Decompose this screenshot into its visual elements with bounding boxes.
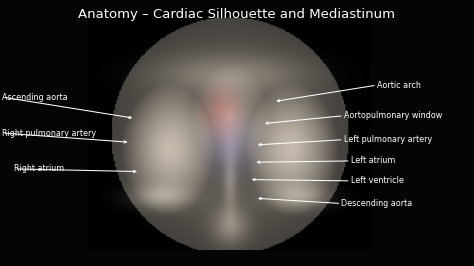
Text: Left pulmonary artery: Left pulmonary artery [344, 135, 432, 144]
Text: Descending aorta: Descending aorta [341, 199, 412, 208]
Text: Anatomy – Cardiac Silhouette and Mediastinum: Anatomy – Cardiac Silhouette and Mediast… [79, 8, 395, 21]
Text: Aortic arch: Aortic arch [377, 81, 421, 90]
Text: Left atrium: Left atrium [351, 156, 395, 165]
Text: Right atrium: Right atrium [14, 164, 64, 173]
Text: Aortopulmonary window: Aortopulmonary window [344, 111, 442, 120]
Text: Left ventricle: Left ventricle [351, 176, 404, 185]
Text: Ascending aorta: Ascending aorta [2, 93, 68, 102]
Text: Right pulmonary artery: Right pulmonary artery [2, 128, 97, 138]
